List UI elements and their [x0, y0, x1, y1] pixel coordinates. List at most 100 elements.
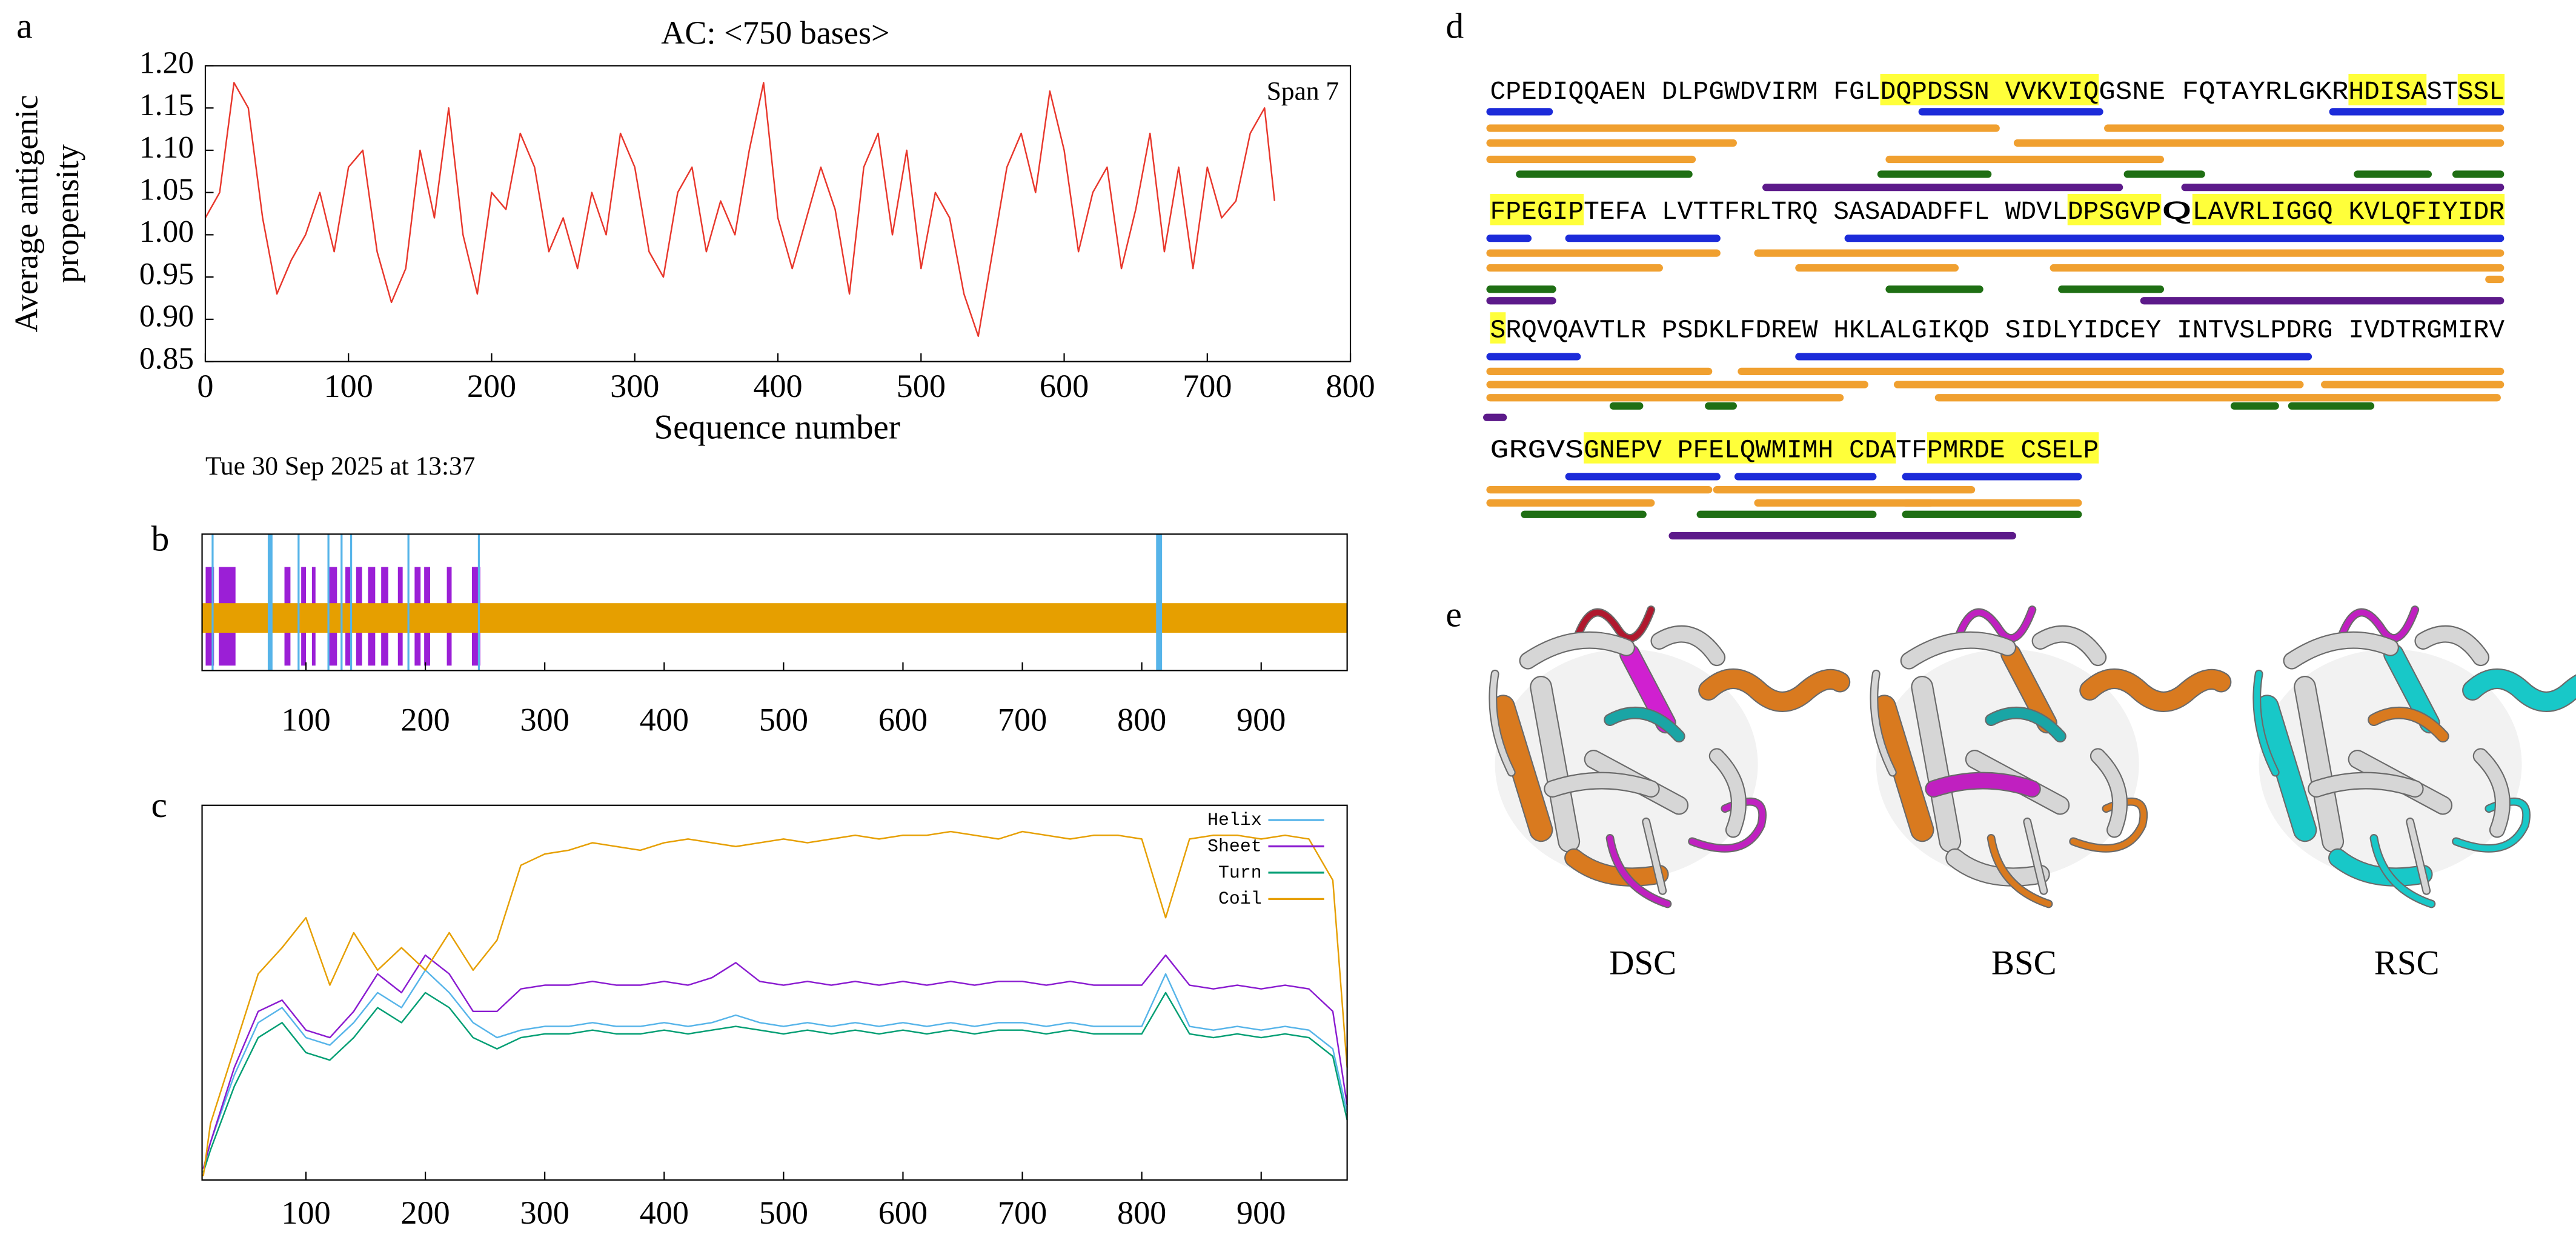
legend-label: Turn — [1218, 862, 1262, 883]
ribbon — [2295, 677, 2343, 852]
y-axis-label: propensity — [49, 144, 85, 283]
x-tick-label: 600 — [878, 702, 928, 738]
protein-structure — [1489, 605, 1851, 908]
x-tick-label: 600 — [878, 1195, 928, 1231]
ribbon — [1871, 671, 1896, 776]
highlight — [1927, 432, 2099, 464]
legend-label: Sheet — [1207, 836, 1261, 856]
sequence-text: DQPDSSN VVKVIQ — [1881, 77, 2099, 107]
sequence-text: RQVQAVTLR PSDKLFDREW HKLALGIKQD SIDLYIDC… — [1505, 315, 2505, 345]
x-tick-label: 100 — [281, 702, 330, 738]
sequence-text: GNEPV PFELQ — [1584, 435, 1755, 465]
x-tick-label: 200 — [400, 1195, 450, 1231]
x-tick-label: 500 — [759, 1195, 808, 1231]
sequence-text: LAVRLIGGQ KVLQFIYIDR — [2193, 197, 2505, 227]
protein-structure — [2252, 605, 2576, 908]
panel-label: c — [151, 785, 167, 825]
highlight — [2192, 193, 2505, 225]
sequence-text: TEFA LVTTFRLTRQ SASADADFFL WDVL — [1584, 197, 2068, 227]
plot-frame — [201, 533, 1348, 672]
highlight — [2067, 193, 2162, 225]
sequence-text: SSL — [2458, 77, 2505, 107]
ribbon — [2453, 798, 2529, 852]
ribbon — [2369, 708, 2448, 741]
panel-label: b — [151, 519, 169, 559]
x-axis-label: Sequence number — [654, 408, 900, 447]
line-series — [202, 992, 1348, 1173]
line-series — [204, 82, 1276, 337]
x-tick-label: 300 — [520, 702, 569, 738]
ribbon — [2070, 798, 2146, 852]
ribbon — [1986, 708, 2065, 741]
x-tick-label: 0 — [197, 368, 213, 404]
x-tick-label: 300 — [610, 368, 659, 404]
y-tick-label: 1.00 — [139, 215, 194, 249]
x-tick-label: 400 — [753, 368, 802, 404]
ribbon — [1699, 670, 1850, 711]
y-tick-label: 1.10 — [139, 130, 194, 165]
ribbon — [1574, 607, 1655, 641]
x-tick-label: 700 — [1183, 368, 1232, 404]
highlight — [1584, 432, 1756, 464]
x-tick-label: 800 — [1117, 702, 1166, 738]
sequence-text: FPEGIP — [1490, 197, 1584, 227]
ribbon — [2091, 749, 2126, 837]
ribbon — [1531, 677, 1579, 852]
highlight — [1755, 432, 1896, 464]
y-tick-label: 1.15 — [139, 88, 194, 122]
annotation: Span 7 — [1267, 77, 1339, 106]
ribbon — [2002, 645, 2056, 733]
ribbon — [1901, 633, 2015, 668]
ribbon — [2080, 670, 2231, 711]
x-tick-label: 700 — [998, 702, 1047, 738]
x-tick-label: 700 — [998, 1195, 1047, 1231]
x-tick-label: 400 — [640, 1195, 689, 1231]
ribbon — [1651, 626, 1724, 665]
track-span — [350, 534, 353, 671]
track-span — [477, 534, 480, 671]
panel-label: d — [1446, 5, 1464, 45]
x-tick-label: 800 — [1117, 1195, 1166, 1231]
x-tick-label: 100 — [281, 1195, 330, 1231]
track-span — [327, 534, 330, 671]
track-span — [202, 603, 1347, 633]
ribbon — [1912, 677, 1960, 852]
x-tick-label: 800 — [1326, 368, 1375, 404]
footnote: Tue 30 Sep 2025 at 13:37 — [205, 452, 475, 481]
ribbon — [2415, 626, 2488, 665]
ribbon — [1873, 696, 1933, 841]
sequence-text: ST — [2426, 77, 2458, 107]
ribbon — [2338, 607, 2418, 641]
ribbon — [1565, 849, 1668, 885]
highlight — [1490, 312, 1506, 344]
ribbon — [1607, 835, 1671, 907]
track-span — [407, 534, 410, 671]
ribbon — [2254, 671, 2279, 776]
ribbon — [2309, 773, 2423, 796]
ribbon — [1492, 696, 1552, 841]
ribbon — [2033, 626, 2106, 665]
y-tick-label: 1.05 — [139, 172, 194, 207]
chart-title: AC: <750 bases> — [661, 15, 889, 51]
legend-label: Helix — [1207, 810, 1261, 830]
x-tick-label: 100 — [324, 368, 373, 404]
sequence-text: S — [1490, 315, 1506, 345]
line-series — [202, 969, 1348, 1169]
plot-frame — [201, 804, 1348, 1181]
x-tick-label: 900 — [1237, 702, 1286, 738]
structure-label: DSC — [1609, 944, 1676, 982]
sequence-text: CPEDIQQAEN DLPGWDVIRM FGL — [1490, 77, 1881, 107]
panel-label: e — [1446, 594, 1461, 634]
highlight — [1490, 193, 1584, 225]
track-span — [1156, 534, 1163, 671]
x-tick-label: 900 — [1237, 1195, 1286, 1231]
ribbon — [2474, 749, 2509, 837]
sequence-text: DPSGVP — [2068, 197, 2162, 227]
ribbon — [1947, 849, 2049, 885]
x-tick-label: 600 — [1040, 368, 1089, 404]
sequence-text: GRGVS — [1490, 435, 1584, 465]
x-tick-label: 400 — [640, 702, 689, 738]
track-span — [297, 534, 300, 671]
